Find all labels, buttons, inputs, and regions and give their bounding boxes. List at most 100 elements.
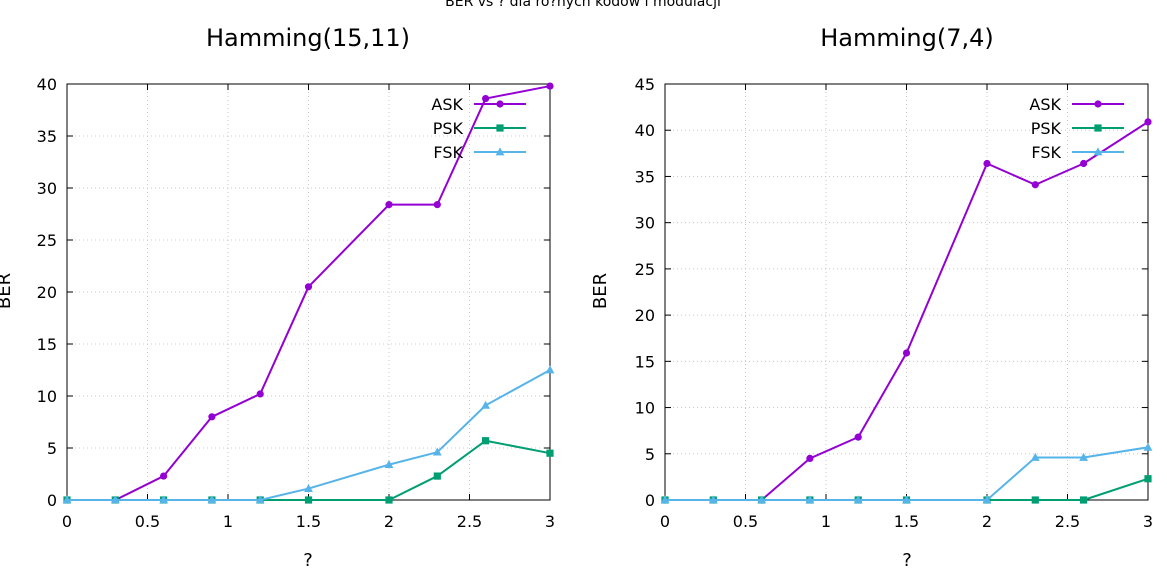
data-point-psk bbox=[385, 496, 393, 504]
y-tick-label: 0 bbox=[47, 491, 57, 510]
y-tick-label: 20 bbox=[635, 306, 655, 325]
data-point-fsk bbox=[255, 495, 265, 504]
y-tick-label: 30 bbox=[635, 214, 655, 233]
x-tick-label: 0 bbox=[62, 512, 72, 531]
data-point-fsk bbox=[660, 495, 670, 504]
legend-label-fsk: FSK bbox=[1031, 143, 1061, 162]
data-point-psk bbox=[482, 437, 490, 445]
data-point-ask bbox=[433, 201, 441, 209]
data-point-psk bbox=[546, 449, 554, 457]
y-tick-label: 45 bbox=[635, 75, 655, 94]
data-point-fsk bbox=[805, 495, 815, 504]
y-tick-label: 10 bbox=[635, 399, 655, 418]
x-tick-label: 2 bbox=[384, 512, 394, 531]
chart-panel-hamming-7-4: Hamming(7,4) ? BER 0 0.5 1 1.5 2 2.5 305101520… bbox=[590, 24, 1153, 571]
y-tick-label: 40 bbox=[37, 75, 57, 94]
x-tick-label: 1.5 bbox=[296, 512, 321, 531]
data-point-fsk bbox=[545, 365, 555, 374]
y-tick-label: 20 bbox=[37, 283, 57, 302]
x-tick-label: 0.5 bbox=[733, 512, 758, 531]
data-point-ask bbox=[1031, 181, 1039, 189]
legend-marker-psk bbox=[496, 124, 504, 132]
data-point-ask bbox=[1144, 118, 1152, 126]
data-point-ask bbox=[482, 94, 490, 103]
data-point-fsk bbox=[207, 495, 217, 504]
x-tick-label: 3 bbox=[545, 512, 555, 531]
legend-label-ask: ASK bbox=[431, 95, 463, 114]
chart-title: Hamming(7,4) bbox=[820, 24, 994, 52]
data-point-psk bbox=[433, 472, 441, 480]
data-point-fsk bbox=[1030, 452, 1040, 461]
figure-suptitle: BER vs ? dla ró?nych kodów i modulacji bbox=[445, 0, 721, 10]
data-point-ask bbox=[902, 349, 911, 357]
legend-marker-fsk bbox=[1093, 147, 1103, 156]
data-point-ask bbox=[983, 159, 991, 168]
legend-label-psk: PSK bbox=[433, 119, 464, 138]
data-point-psk bbox=[1144, 475, 1152, 483]
legend-marker-ask bbox=[1094, 100, 1102, 108]
y-axis-label: BER bbox=[0, 273, 15, 309]
data-point-ask bbox=[546, 82, 554, 90]
data-point-ask bbox=[806, 454, 814, 462]
series-line-fsk bbox=[665, 446, 1149, 501]
data-point-fsk bbox=[384, 460, 394, 469]
x-tick-label: 1.5 bbox=[894, 512, 919, 531]
chart-panel-hamming-15-11: Hamming(15,11) ? BER 0 0.5 1 1.5 2 2.5 3051015… bbox=[0, 24, 555, 571]
data-point-ask bbox=[304, 283, 313, 291]
data-point-fsk bbox=[708, 495, 718, 504]
x-axis-label: ? bbox=[303, 550, 313, 571]
x-tick-label: 2.5 bbox=[457, 512, 482, 531]
legend-marker-psk bbox=[1094, 124, 1102, 132]
x-tick-label: 0.5 bbox=[135, 512, 160, 531]
data-point-fsk bbox=[757, 495, 766, 504]
x-tick-label: 1 bbox=[821, 512, 831, 531]
data-point-ask bbox=[256, 390, 264, 398]
y-tick-label: 25 bbox=[37, 231, 57, 250]
data-point-ask bbox=[854, 433, 862, 441]
series-line-ask bbox=[665, 121, 1149, 501]
y-axis-label: BER bbox=[590, 273, 611, 309]
y-tick-label: 0 bbox=[645, 491, 655, 510]
data-point-fsk bbox=[982, 495, 992, 504]
data-point-fsk bbox=[1079, 452, 1088, 461]
series-line-ask bbox=[67, 85, 551, 501]
y-tick-label: 40 bbox=[635, 121, 655, 140]
data-point-fsk bbox=[62, 495, 72, 504]
legend-label-fsk: FSK bbox=[433, 143, 463, 162]
y-tick-label: 15 bbox=[635, 352, 655, 371]
legend-marker-fsk bbox=[495, 147, 505, 156]
y-tick-label: 35 bbox=[37, 127, 57, 146]
data-point-fsk bbox=[159, 495, 168, 504]
legend-label-ask: ASK bbox=[1029, 95, 1061, 114]
y-tick-label: 35 bbox=[635, 167, 655, 186]
data-point-fsk bbox=[304, 483, 313, 492]
data-point-psk bbox=[1031, 496, 1039, 504]
data-point-ask bbox=[385, 201, 393, 209]
data-point-ask bbox=[208, 413, 216, 421]
x-tick-label: 0 bbox=[660, 512, 670, 531]
data-point-psk bbox=[304, 496, 313, 504]
data-point-fsk bbox=[432, 447, 442, 456]
legend-label-psk: PSK bbox=[1031, 119, 1062, 138]
data-point-ask bbox=[160, 472, 168, 480]
data-point-fsk bbox=[481, 400, 490, 409]
chart-title: Hamming(15,11) bbox=[206, 24, 410, 52]
y-tick-label: 15 bbox=[37, 335, 57, 354]
x-tick-label: 3 bbox=[1143, 512, 1153, 531]
y-tick-label: 5 bbox=[645, 445, 655, 464]
y-tick-label: 25 bbox=[635, 260, 655, 279]
x-axis-label: ? bbox=[902, 550, 912, 571]
data-point-fsk bbox=[902, 495, 911, 504]
y-tick-label: 5 bbox=[47, 439, 57, 458]
data-point-psk bbox=[1080, 496, 1088, 504]
legend-marker-ask bbox=[496, 100, 504, 108]
data-point-fsk bbox=[1143, 442, 1153, 451]
y-tick-label: 30 bbox=[37, 179, 57, 198]
data-point-ask bbox=[1080, 159, 1088, 168]
x-tick-label: 2 bbox=[982, 512, 992, 531]
data-point-fsk bbox=[110, 495, 120, 504]
x-tick-label: 2.5 bbox=[1055, 512, 1080, 531]
series-line-fsk bbox=[67, 369, 551, 501]
x-tick-label: 1 bbox=[223, 512, 233, 531]
